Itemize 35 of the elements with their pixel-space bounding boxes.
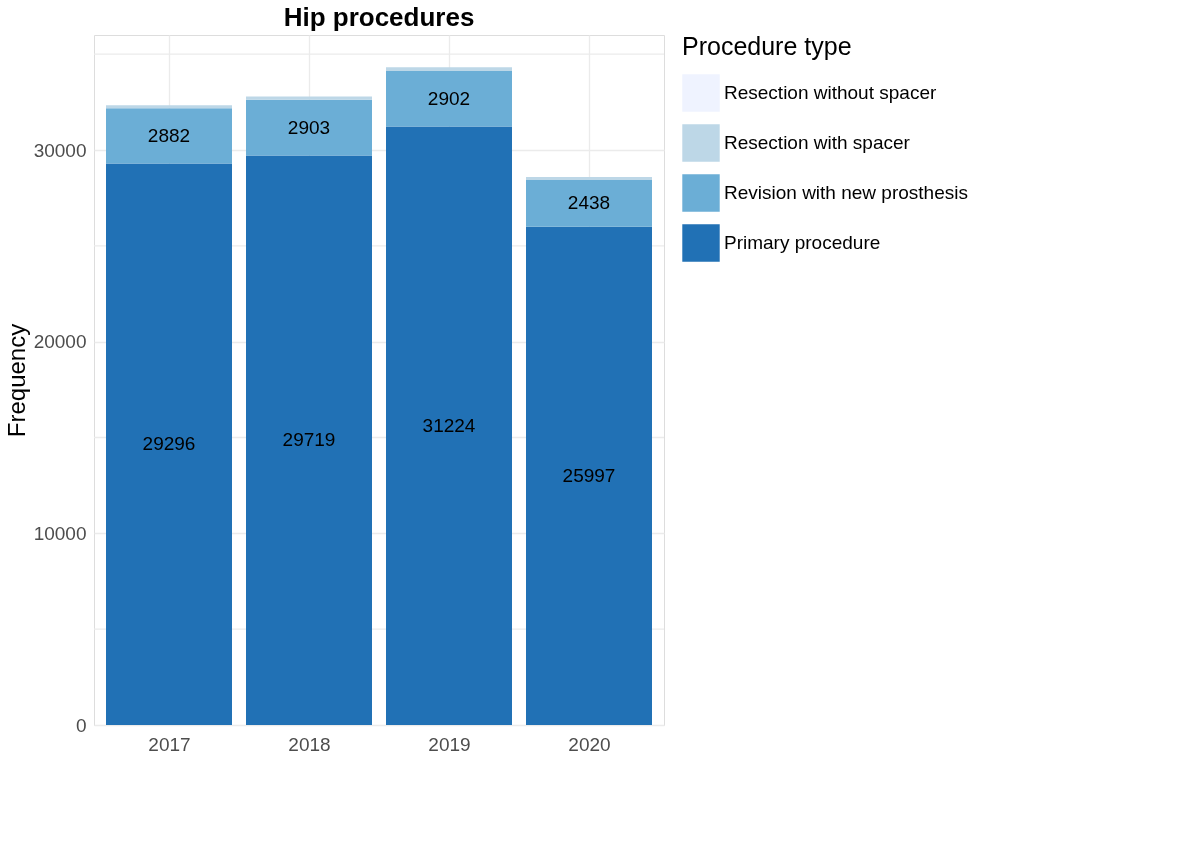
bar	[526, 226, 652, 725]
bar	[106, 108, 232, 164]
data-label: 29719	[282, 429, 336, 451]
y-tick-label: 20000	[33, 331, 87, 353]
legend-label: Resection without spacer	[724, 82, 937, 103]
legend-label: Primary procedure	[724, 232, 881, 253]
chart-title: Hip procedures	[283, 2, 475, 32]
y-tick-label: 30000	[33, 139, 87, 161]
data-label: 2903	[287, 116, 331, 138]
bar	[246, 99, 372, 156]
bar	[386, 126, 512, 725]
legend-label: Resection with spacer	[724, 132, 911, 153]
x-tick-label: 2017	[148, 733, 191, 755]
y-axis-title: Frequency	[2, 323, 30, 438]
data-label: 25997	[562, 464, 616, 486]
data-label: 2882	[147, 124, 191, 146]
bar	[106, 163, 232, 725]
y-tick-label: 10000	[33, 522, 87, 544]
x-tick-label: 2018	[288, 733, 331, 755]
bar	[386, 70, 512, 127]
bar	[106, 105, 232, 109]
data-label: 29296	[142, 433, 196, 455]
bar	[526, 180, 652, 227]
x-tick-label: 2019	[428, 733, 471, 755]
y-tick-label: 0	[75, 714, 87, 736]
legend-title: Procedure type	[682, 32, 852, 60]
data-label: 2438	[567, 192, 611, 214]
bar	[526, 177, 652, 180]
bar	[246, 96, 372, 100]
data-label: 31224	[422, 414, 476, 436]
bar	[246, 155, 372, 725]
data-label: 2902	[427, 87, 471, 109]
bar	[386, 67, 512, 71]
x-tick-label: 2020	[568, 733, 611, 755]
legend-label: Revision with new prosthesis	[724, 182, 968, 203]
